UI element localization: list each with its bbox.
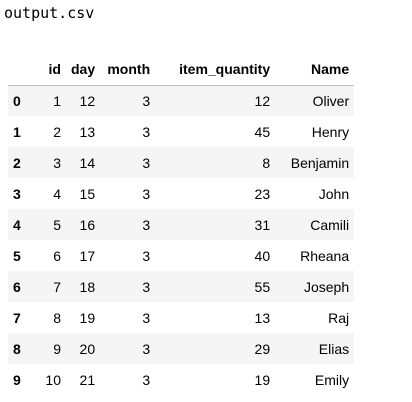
row-index: 7 [13,309,21,326]
table-cell: 15 [79,185,96,202]
table-cell: 29 [254,340,271,357]
table-row: 8 9 20 3 29 Elias [8,333,355,364]
row-index: 8 [13,340,21,357]
table-cell: 55 [254,278,271,295]
table-cell: John [318,185,350,202]
table-cell: Henry [311,123,350,140]
index-header [8,54,30,86]
table-row: 7 8 19 3 13 Raj [8,302,355,333]
table-cell: 3 [142,309,151,326]
table-cell: 3 [142,154,151,171]
table-cell: 8 [53,309,61,326]
dataframe-table: id day month item_quantity Name 0 1 12 3… [8,54,355,395]
column-header: id [30,54,66,86]
table-cell: 19 [254,371,271,388]
table-row: 9 10 21 3 19 Emily [8,364,355,395]
row-index: 0 [13,92,21,109]
table-cell: 7 [53,278,61,295]
table-cell: Rheana [300,247,350,264]
row-index: 4 [13,216,21,233]
table-cell: 3 [142,185,151,202]
table-row: 0 1 12 3 12 Oliver [8,85,355,116]
row-index: 2 [13,154,21,171]
table-cell: 6 [53,247,61,264]
table-cell: Oliver [312,92,350,109]
table-row: 6 7 18 3 55 Joseph [8,271,355,302]
table-cell: Elias [318,340,350,357]
table-cell: 3 [142,92,151,109]
table-cell: 3 [53,154,61,171]
table-row: 2 3 14 3 8 Benjamin [8,147,355,178]
table-cell: 17 [79,247,96,264]
table-row: 5 6 17 3 40 Rheana [8,240,355,271]
row-index: 3 [13,185,21,202]
table-cell: 5 [53,216,61,233]
row-index: 6 [13,278,21,295]
table-cell: 21 [79,371,96,388]
table-cell: Benjamin [290,154,350,171]
table-cell: 3 [142,371,151,388]
row-index: 5 [13,247,21,264]
table-cell: 14 [79,154,96,171]
table-cell: 2 [53,123,61,140]
table-cell: Joseph [303,278,350,295]
column-header: Name [275,54,355,86]
row-index: 1 [13,123,21,140]
column-header: day [66,54,101,86]
table-cell: 3 [142,340,151,357]
table-cell: 4 [53,185,61,202]
table-cell: 45 [254,123,271,140]
column-header: item_quantity [155,54,276,86]
table-row: 4 5 16 3 31 Camili [8,209,355,240]
table-cell: 16 [79,216,96,233]
table-row: 1 2 13 3 45 Henry [8,116,355,147]
table-cell: 10 [45,371,61,388]
table-cell: 9 [53,340,61,357]
table-cell: 23 [254,185,271,202]
table-cell: 12 [79,92,96,109]
table-cell: 19 [79,309,96,326]
table-cell: 20 [79,340,96,357]
table-cell: 40 [254,247,271,264]
table-row: 3 4 15 3 23 John [8,178,355,209]
table-cell: 12 [254,92,271,109]
table-cell: 13 [254,309,271,326]
column-header: month [100,54,156,86]
table-cell: 18 [79,278,96,295]
table-cell: Raj [328,309,350,326]
table-cell: 3 [142,247,151,264]
output-filename: output.csv [4,4,95,22]
table-header-row: id day month item_quantity Name [8,54,355,86]
row-index: 9 [13,371,21,388]
table-cell: 8 [262,154,271,171]
table-cell: 31 [254,216,271,233]
table-cell: 13 [79,123,96,140]
table-cell: 3 [142,123,151,140]
table-cell: 1 [53,92,61,109]
table-cell: 3 [142,216,151,233]
table-cell: Camili [310,216,350,233]
table-cell: 3 [142,278,151,295]
table-cell: Emily [314,371,350,388]
